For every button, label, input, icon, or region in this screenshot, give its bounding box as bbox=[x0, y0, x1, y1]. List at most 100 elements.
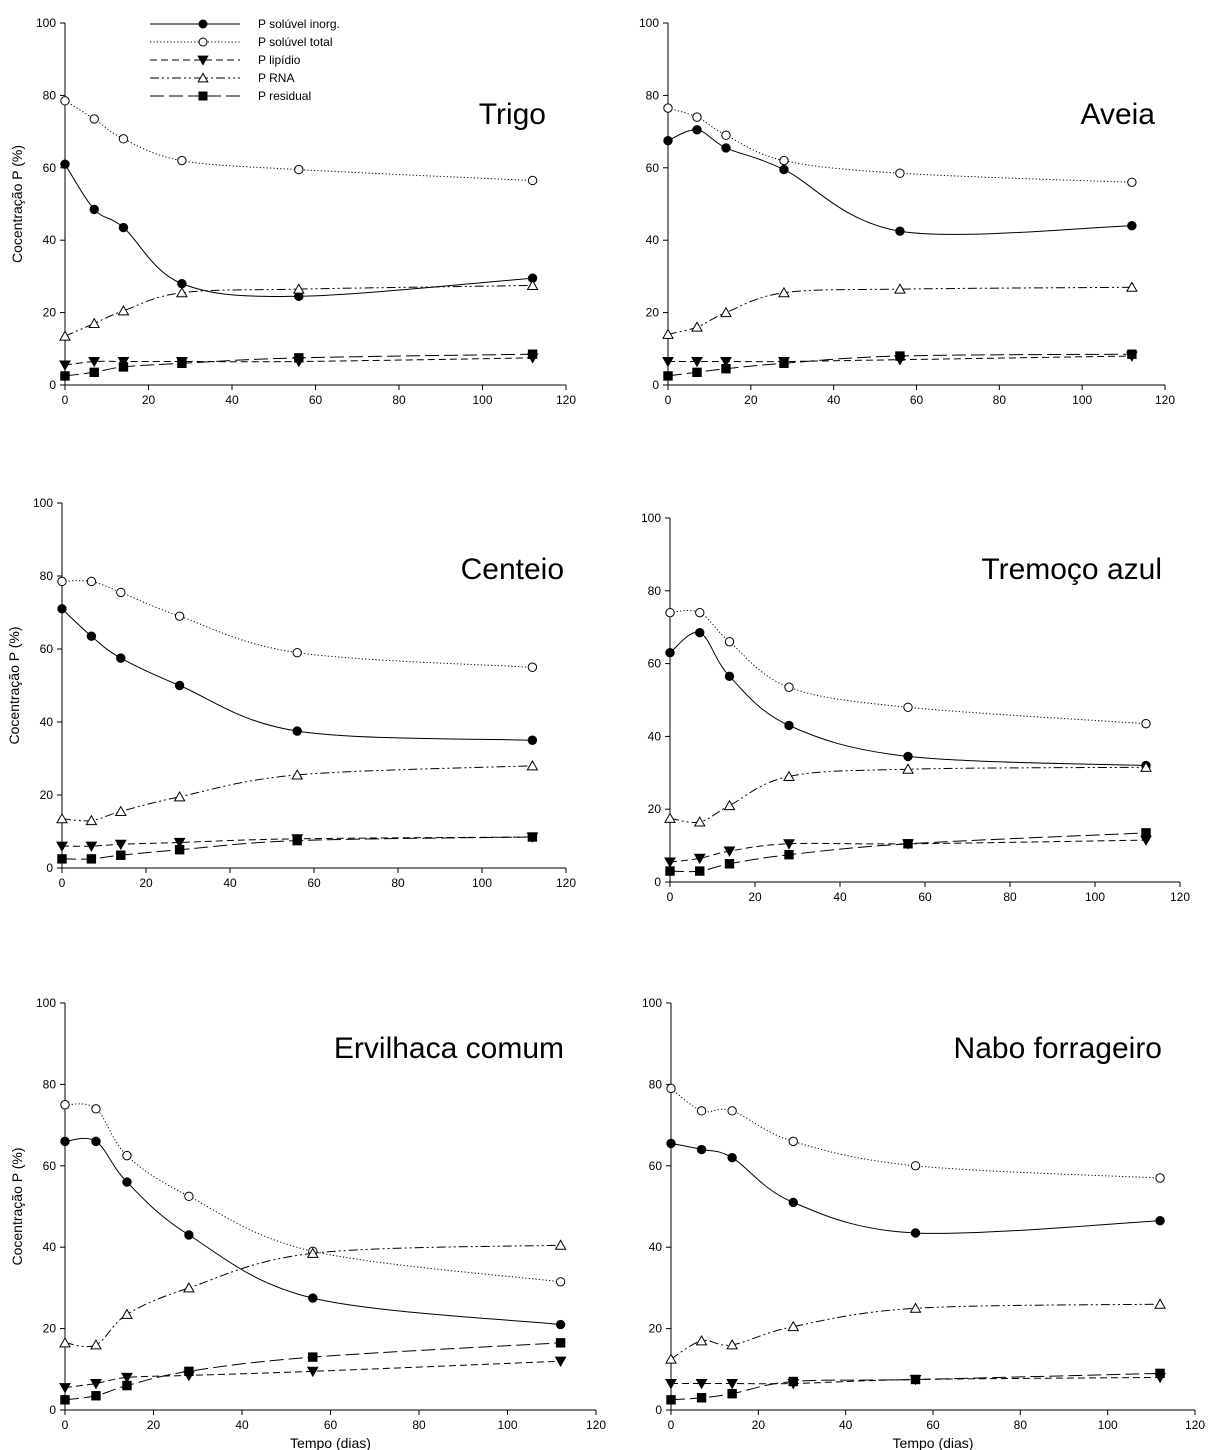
data-point-rna bbox=[306, 1247, 319, 1258]
data-point-resid bbox=[122, 1380, 132, 1391]
data-point-total bbox=[695, 607, 705, 618]
x-tick-label: 100 bbox=[472, 393, 492, 407]
x-tick-label: 40 bbox=[833, 890, 847, 904]
data-point-rna bbox=[291, 769, 304, 780]
x-tick-label: 0 bbox=[665, 393, 672, 407]
y-tick-label: 0 bbox=[49, 1403, 56, 1417]
data-point-total bbox=[1127, 177, 1137, 187]
x-axis-label: Tempo (dias) bbox=[290, 1435, 371, 1450]
data-point-lipid bbox=[117, 356, 130, 368]
series-inorg bbox=[57, 604, 538, 745]
series-line-rna bbox=[64, 1244, 561, 1348]
data-point-rna bbox=[720, 306, 732, 318]
y-tick-label: 80 bbox=[43, 1077, 57, 1091]
y-tick-label: 80 bbox=[648, 584, 662, 598]
panel-3: 0 20 40 60 80 100 0 20 40 60 80 100 120 Cocentração P… bbox=[6, 496, 576, 890]
series-total bbox=[60, 96, 538, 186]
x-tick-label: 0 bbox=[62, 393, 69, 407]
series-rna bbox=[59, 279, 539, 341]
data-point-lipid bbox=[121, 1372, 133, 1384]
data-point-total bbox=[527, 175, 538, 186]
y-tick-label: 80 bbox=[646, 88, 660, 102]
data-point-resid bbox=[727, 1389, 737, 1399]
data-point-inorg bbox=[91, 1136, 101, 1147]
x-tick-label: 40 bbox=[839, 1418, 853, 1432]
data-point-lipid bbox=[691, 356, 703, 368]
panel-6: 0 20 40 60 80 100 0 20 40 60 80 100 120 Tempo (dias) N… bbox=[642, 996, 1205, 1450]
data-point-resid bbox=[895, 351, 905, 361]
data-point-resid bbox=[89, 367, 99, 378]
y-tick-label: 20 bbox=[648, 802, 662, 816]
series-total bbox=[57, 576, 538, 672]
x-tick-label: 0 bbox=[62, 1418, 69, 1432]
series-resid bbox=[663, 349, 1137, 381]
data-point-inorg bbox=[60, 159, 70, 169]
data-point-total bbox=[555, 1277, 566, 1287]
data-point-rna bbox=[117, 304, 130, 316]
data-point-resid bbox=[692, 367, 702, 378]
y-tick-label: 40 bbox=[646, 233, 660, 247]
legend-item-inorg: P solúvel inorg. bbox=[150, 17, 340, 31]
series-inorg bbox=[665, 627, 1151, 771]
data-point-inorg bbox=[895, 226, 905, 236]
data-point-lipid bbox=[173, 837, 186, 849]
x-tick-label: 60 bbox=[926, 1418, 940, 1432]
data-point-total bbox=[779, 155, 789, 166]
series-inorg bbox=[666, 1138, 1165, 1238]
data-point-total bbox=[692, 112, 702, 122]
y-tick-label: 0 bbox=[49, 378, 56, 392]
y-tick-label: 100 bbox=[36, 16, 56, 30]
data-point-resid bbox=[903, 839, 913, 849]
data-point-inorg bbox=[184, 1230, 194, 1240]
data-point-rna bbox=[121, 1308, 133, 1319]
data-point-inorg bbox=[695, 627, 705, 638]
data-point-inorg bbox=[116, 653, 126, 663]
series-inorg bbox=[663, 125, 1137, 236]
series-resid bbox=[57, 832, 538, 864]
y-tick-label: 60 bbox=[43, 1159, 57, 1173]
data-point-resid bbox=[779, 358, 789, 368]
legend-item-rna: P RNA bbox=[150, 71, 294, 85]
y-tick-label: 80 bbox=[40, 569, 54, 583]
data-point-rna bbox=[526, 760, 539, 771]
x-tick-label: 60 bbox=[309, 393, 323, 407]
data-point-total bbox=[665, 607, 675, 618]
data-point-rna bbox=[1154, 1298, 1166, 1309]
panel-title: Centeio bbox=[461, 553, 564, 586]
y-axis-label: Cocentração P (%) bbox=[9, 1147, 25, 1265]
data-point-lipid bbox=[56, 841, 68, 852]
x-tick-label: 120 bbox=[1155, 393, 1175, 407]
series-rna bbox=[59, 1239, 567, 1350]
legend-label: P RNA bbox=[258, 71, 294, 85]
x-tick-label: 20 bbox=[142, 393, 156, 407]
y-tick-label: 20 bbox=[40, 788, 54, 802]
legend: P solúvel inorg. P solúvel total P lipídio… bbox=[150, 17, 340, 103]
x-tick-label: 80 bbox=[392, 393, 406, 407]
series-resid bbox=[60, 1338, 566, 1405]
data-point-lipid bbox=[59, 360, 71, 371]
x-tick-label: 0 bbox=[668, 1418, 675, 1432]
data-point-rna bbox=[783, 770, 795, 781]
data-point-rna bbox=[1125, 281, 1138, 292]
series-line-lipid bbox=[669, 839, 1147, 863]
data-point-total bbox=[910, 1161, 921, 1171]
data-point-resid bbox=[784, 850, 794, 860]
data-point-lipid bbox=[59, 1383, 71, 1394]
y-tick-label: 100 bbox=[36, 996, 56, 1010]
data-point-resid bbox=[663, 371, 673, 381]
panel-title: Aveia bbox=[1080, 98, 1155, 131]
data-point-inorg bbox=[122, 1177, 132, 1187]
y-tick-label: 80 bbox=[43, 88, 57, 102]
x-tick-label: 60 bbox=[910, 393, 924, 407]
data-point-inorg bbox=[527, 735, 538, 745]
series-rna bbox=[56, 760, 539, 826]
data-point-rna bbox=[909, 1302, 922, 1313]
y-tick-label: 100 bbox=[641, 511, 661, 525]
data-point-total bbox=[903, 702, 913, 712]
data-point-resid bbox=[724, 859, 735, 869]
data-point-total bbox=[177, 155, 187, 166]
panel-2: 0 20 40 60 80 100 0 20 40 60 80 100 120 Aveia bbox=[639, 16, 1175, 407]
series-lipid bbox=[59, 1356, 567, 1394]
legend-label: P residual bbox=[258, 89, 311, 103]
data-point-total bbox=[527, 662, 538, 672]
